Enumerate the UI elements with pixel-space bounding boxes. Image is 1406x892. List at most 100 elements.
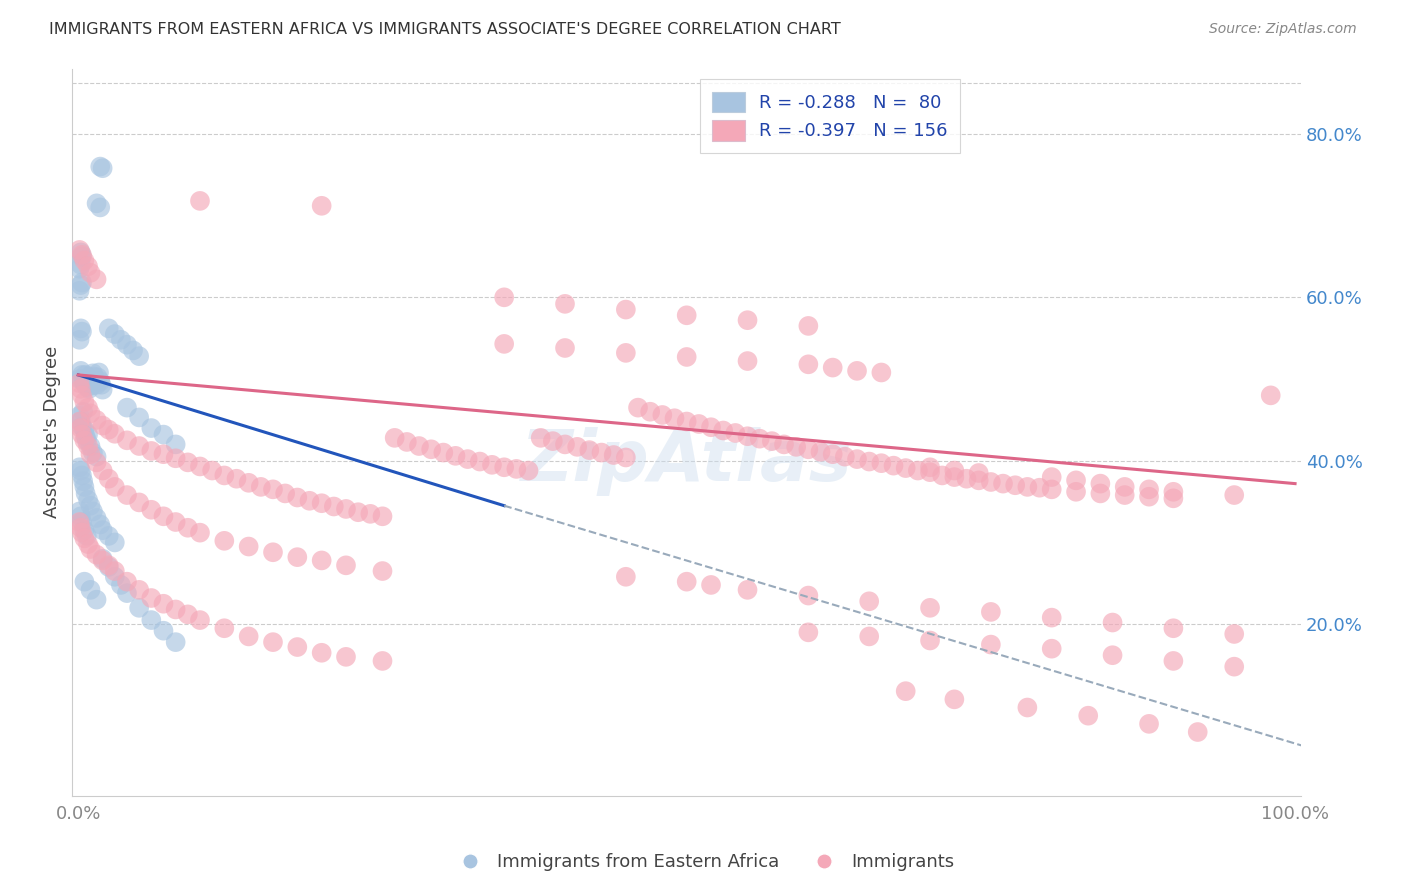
Y-axis label: Associate's Degree: Associate's Degree [44,346,60,518]
Legend: R = -0.288   N =  80, R = -0.397   N = 156: R = -0.288 N = 80, R = -0.397 N = 156 [700,79,960,153]
Point [97,529,120,543]
Point [70,419,93,434]
Point [238,475,260,490]
Point [69,376,91,390]
Point [128,410,150,425]
Point [262,483,284,497]
Point [79,541,101,556]
Point [69,504,91,518]
Point [83,369,105,384]
Point [97,558,120,573]
Point [79,582,101,597]
Point [122,343,145,358]
Point [77,427,100,442]
Point [1137,716,1160,731]
Point [177,521,200,535]
Point [165,451,187,466]
Point [73,523,96,537]
Point [285,640,308,654]
Point [188,525,211,540]
Point [77,537,100,551]
Point [188,194,211,208]
Point [1004,478,1026,492]
Point [214,533,236,548]
Point [79,406,101,420]
Point [432,445,454,459]
Point [322,500,344,514]
Point [359,507,381,521]
Point [602,448,624,462]
Point [70,515,93,529]
Point [69,464,91,478]
Point [72,405,94,419]
Point [980,475,1002,489]
Point [97,321,120,335]
Point [737,313,759,327]
Point [214,468,236,483]
Point [846,452,869,467]
Point [578,443,600,458]
Point [1064,474,1087,488]
Point [1163,484,1185,499]
Point [834,450,856,464]
Point [79,499,101,513]
Point [69,409,91,423]
Point [797,357,820,371]
Point [87,366,110,380]
Point [86,592,108,607]
Point [785,440,807,454]
Point [77,439,100,453]
Point [152,427,174,442]
Point [250,480,273,494]
Point [1114,480,1136,494]
Point [1077,708,1099,723]
Point [1090,486,1112,500]
Point [1040,641,1063,656]
Point [76,380,98,394]
Point [69,382,91,396]
Point [115,434,138,448]
Point [89,517,111,532]
Point [86,450,108,464]
Point [614,302,637,317]
Point [1223,488,1246,502]
Point [70,250,93,264]
Point [225,472,247,486]
Point [1163,491,1185,506]
Point [335,649,357,664]
Point [517,464,540,478]
Point [1163,654,1185,668]
Point [69,321,91,335]
Point [967,466,990,480]
Point [89,160,111,174]
Point [1114,488,1136,502]
Point [104,564,127,578]
Point [87,370,110,384]
Point [494,337,516,351]
Point [177,455,200,469]
Point [1028,481,1050,495]
Point [70,468,93,483]
Point [918,600,941,615]
Point [104,535,127,549]
Point [931,468,953,483]
Point [955,472,977,486]
Point [858,629,880,643]
Point [1101,648,1123,663]
Point [761,434,783,449]
Point [75,429,97,443]
Point [70,368,93,382]
Point [688,417,710,431]
Point [80,378,103,392]
Point [72,374,94,388]
Point [91,464,114,478]
Point [128,582,150,597]
Point [943,692,966,706]
Point [86,272,108,286]
Point [79,266,101,280]
Point [1223,659,1246,673]
Point [104,570,127,584]
Point [870,366,893,380]
Point [1040,483,1063,497]
Point [77,370,100,384]
